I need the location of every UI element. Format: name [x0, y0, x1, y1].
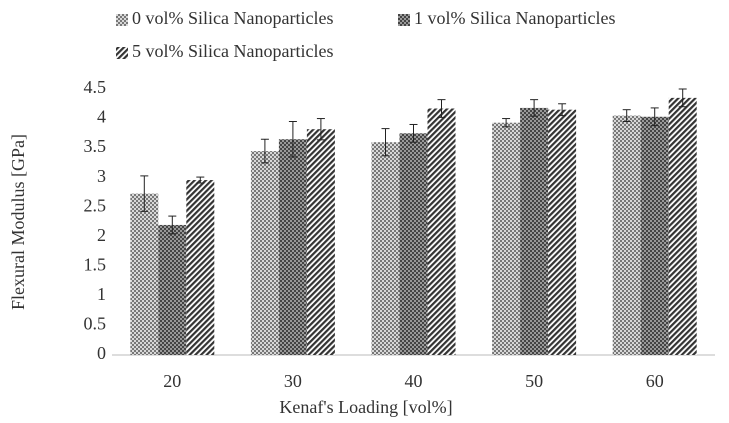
error-bar	[168, 215, 177, 235]
x-tick-label: 20	[163, 371, 181, 391]
error-bar	[140, 175, 149, 212]
y-tick-label: 3.5	[84, 136, 107, 156]
y-tick-label: 1.5	[84, 254, 107, 274]
y-axis-label: Flexural Modulus [GPa]	[8, 134, 28, 310]
error-bar	[678, 88, 687, 108]
x-axis-label: Kenaf's Loading [vol%]	[279, 397, 452, 417]
error-bar	[316, 118, 325, 141]
error-bar	[260, 138, 269, 164]
bar	[130, 193, 159, 355]
y-tick-label: 3	[97, 166, 106, 186]
y-tick-label: 4	[97, 107, 106, 127]
legend-swatch	[116, 47, 128, 59]
bar	[427, 108, 456, 355]
bar	[250, 151, 279, 355]
y-tick-label: 4.5	[84, 77, 107, 97]
error-bar	[622, 109, 631, 123]
error-bar	[381, 128, 390, 157]
bar	[640, 116, 669, 355]
bar	[492, 122, 521, 356]
x-tick-label: 60	[646, 371, 664, 391]
bar	[612, 115, 641, 355]
y-tick-label: 0.5	[84, 314, 107, 334]
error-bar	[196, 176, 205, 184]
y-tick-label: 0	[97, 343, 106, 363]
legend-swatch	[398, 14, 410, 26]
bar	[548, 109, 577, 355]
x-tick-label: 30	[284, 371, 302, 391]
bar	[158, 224, 187, 355]
error-bar	[437, 99, 446, 118]
bar	[520, 107, 549, 355]
error-bar	[530, 99, 539, 117]
error-bar	[558, 103, 567, 117]
bar	[306, 129, 335, 355]
bar	[278, 139, 307, 355]
bar	[668, 97, 697, 355]
x-tick-label: 50	[525, 371, 543, 391]
error-bar	[650, 107, 659, 127]
y-tick-label: 1	[97, 284, 106, 304]
y-tick-label: 2	[97, 225, 106, 245]
bar	[371, 142, 400, 355]
legend-swatch	[116, 14, 128, 26]
y-tick-label: 2.5	[84, 195, 107, 215]
error-bar	[288, 121, 297, 158]
error-bar	[502, 118, 511, 128]
bar	[186, 180, 215, 355]
x-tick-label: 40	[405, 371, 423, 391]
legend-label: 0 vol% Silica Nanoparticles	[132, 8, 333, 28]
error-bar	[409, 123, 418, 143]
bar	[399, 133, 428, 355]
legend-label: 1 vol% Silica Nanoparticles	[414, 8, 615, 28]
legend-label: 5 vol% Silica Nanoparticles	[132, 41, 333, 61]
